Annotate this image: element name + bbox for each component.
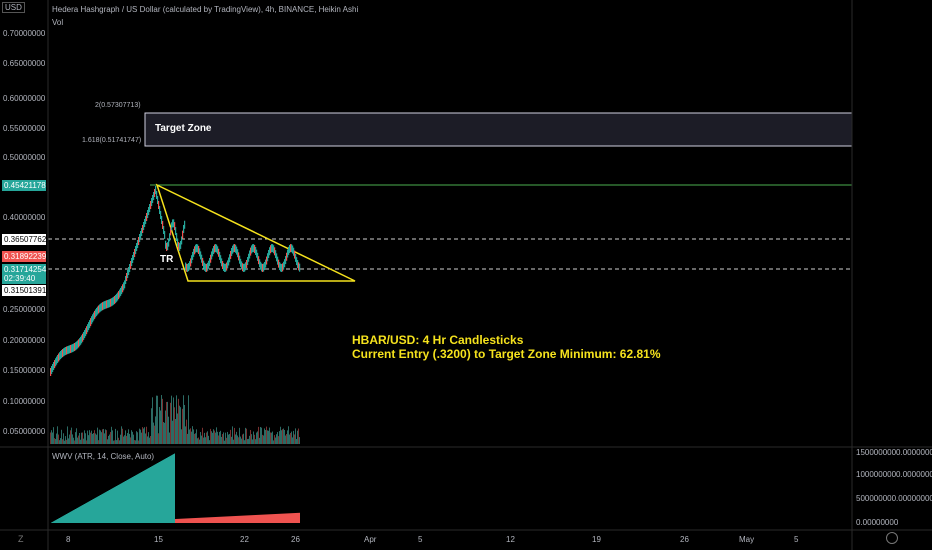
x-tick-1: 8 (66, 535, 70, 544)
y-tick-3: 0.60000000 (3, 94, 45, 103)
tr-label: TR (160, 254, 173, 265)
y-tick-5: 0.50000000 (3, 153, 45, 162)
x-tick-10: May (739, 535, 754, 544)
lower-price-badge: 0.31501391 (2, 285, 46, 296)
fib-top-label: 2(0.57307713) (95, 102, 141, 109)
x-tick-3: 22 (240, 535, 249, 544)
currency-badge[interactable]: USD (2, 2, 25, 13)
current-price: 0.31714254 (4, 265, 44, 274)
x-tick-4: 26 (291, 535, 300, 544)
analysis-line-1: HBAR/USD: 4 Hr Candlesticks (352, 333, 661, 347)
countdown: 02:39:40 (4, 274, 44, 283)
z-icon[interactable]: Z (18, 534, 24, 544)
red-price-badge: 0.31892239 (2, 251, 46, 262)
y-tick-9: 0.15000000 (3, 366, 45, 375)
wwv-series (51, 454, 300, 523)
volume-label: Vol (52, 18, 63, 27)
ind-tick-3: 500000000.00000000 (856, 494, 932, 503)
current-price-badge: 0.31714254 02:39:40 (2, 264, 46, 284)
resistance-price-badge: 0.45421178 (2, 180, 46, 191)
y-tick-11: 0.05000000 (3, 427, 45, 436)
y-tick-4: 0.55000000 (3, 124, 45, 133)
volume-series (50, 395, 300, 444)
y-tick-6: 0.40000000 (3, 213, 45, 222)
y-tick-10: 0.10000000 (3, 397, 45, 406)
ind-tick-1: 1500000000.00000000 (856, 448, 932, 457)
y-tick-7: 0.25000000 (3, 305, 45, 314)
ind-tick-4: 0.00000000 (856, 518, 898, 527)
chart-title: Hedera Hashgraph / US Dollar (calculated… (52, 5, 358, 14)
x-tick-8: 19 (592, 535, 601, 544)
ind-tick-2: 1000000000.00000000 (856, 470, 932, 479)
target-zone-label: Target Zone (155, 123, 211, 134)
indicator-label: WWV (ATR, 14, Close, Auto) (52, 452, 154, 461)
analysis-line-2: Current Entry (.3200) to Target Zone Min… (352, 347, 661, 361)
y-tick-8: 0.20000000 (3, 336, 45, 345)
x-tick-6: 5 (418, 535, 422, 544)
x-tick-9: 26 (680, 535, 689, 544)
target-zone-box (145, 113, 852, 146)
x-tick-5: Apr (364, 535, 376, 544)
x-tick-11: 5 (794, 535, 798, 544)
x-tick-7: 12 (506, 535, 515, 544)
x-tick-2: 15 (154, 535, 163, 544)
settings-icon[interactable] (886, 532, 898, 544)
upper-price-badge: 0.36507762 (2, 234, 46, 245)
fib-bottom-label: 1.618(0.51741747) (82, 137, 141, 144)
analysis-note: HBAR/USD: 4 Hr Candlesticks Current Entr… (352, 333, 661, 361)
y-tick-1: 0.70000000 (3, 29, 45, 38)
y-tick-2: 0.65000000 (3, 59, 45, 68)
